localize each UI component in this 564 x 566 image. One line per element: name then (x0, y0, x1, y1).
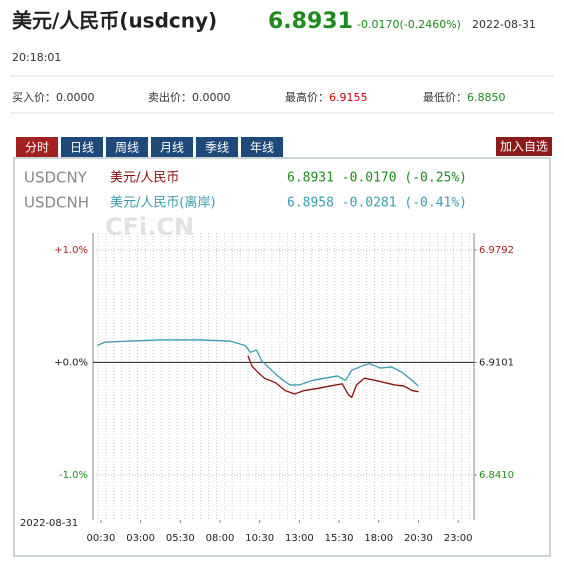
legend-quote: 6.8958 -0.0281 (-0.41%) (287, 196, 467, 211)
legend-quote: 6.8931 -0.0170 (-0.25%) (287, 171, 467, 186)
y-tick-label: +0.0% (54, 357, 88, 368)
tab-label[interactable]: 季线 (205, 141, 229, 155)
tab[interactable] (151, 137, 193, 157)
tab[interactable] (106, 137, 148, 157)
quote-value: 6.9155 (329, 91, 368, 104)
x-tick-label: 15:30 (325, 533, 354, 544)
quote-label: 买入价： (12, 91, 56, 104)
watermark: CFi.CN (105, 213, 194, 241)
pair-name: 美元/人民币(usdcny) (12, 9, 217, 33)
x-tick-label: 10:30 (245, 533, 274, 544)
add-favorite-label[interactable]: 加入自选 (500, 140, 548, 154)
date: 2022-08-31 (472, 18, 536, 31)
x-tick-label: 03:00 (126, 533, 155, 544)
x-tick-label: 18:00 (364, 533, 393, 544)
price: 6.8931 (268, 9, 353, 34)
tab[interactable] (16, 137, 58, 157)
tab[interactable] (61, 137, 103, 157)
y-tick-label: +1.0% (54, 245, 88, 256)
y2-tick-label: 6.8410 (479, 470, 514, 481)
x-tick-label: 08:00 (206, 533, 235, 544)
quote-value: 6.8850 (467, 91, 506, 104)
tab-label[interactable]: 月线 (160, 141, 184, 155)
x-tick-label: 00:30 (87, 533, 116, 544)
chart-date: 2022-08-31 (20, 518, 78, 529)
y-tick-label: -1.0% (59, 470, 88, 481)
tab[interactable] (196, 137, 238, 157)
quote-label: 最低价： (423, 91, 467, 104)
tab[interactable] (241, 137, 283, 157)
series-line (96, 339, 419, 387)
x-tick-label: 05:30 (166, 533, 195, 544)
x-tick-label: 23:00 (444, 533, 473, 544)
legend-name: 美元/人民币 (110, 171, 179, 186)
legend-name: 美元/人民币(离岸) (110, 195, 216, 211)
y2-tick-label: 6.9792 (479, 245, 514, 256)
quote-value: 0.0000 (192, 91, 231, 104)
add-favorite-button[interactable] (496, 137, 552, 156)
change: -0.0170(-0.2460%) (357, 18, 461, 31)
tab-label[interactable]: 年线 (250, 141, 274, 155)
x-tick-label: 20:30 (404, 533, 433, 544)
y2-tick-label: 6.9101 (479, 357, 514, 368)
series-line (247, 355, 419, 399)
quote-label: 最高价： (285, 90, 329, 104)
tab-label[interactable]: 日线 (70, 141, 94, 155)
legend-code: USDCNY (24, 169, 88, 187)
tab-label[interactable]: 周线 (115, 141, 139, 155)
quote-label: 卖出价： (148, 90, 192, 104)
tab-label[interactable]: 分时 (25, 141, 49, 155)
x-tick-label: 13:00 (285, 533, 314, 544)
quote-value: 0.0000 (56, 91, 95, 104)
chart-frame (13, 157, 551, 557)
time: 20:18:01 (12, 51, 61, 64)
legend-code: USDCNH (24, 194, 89, 212)
